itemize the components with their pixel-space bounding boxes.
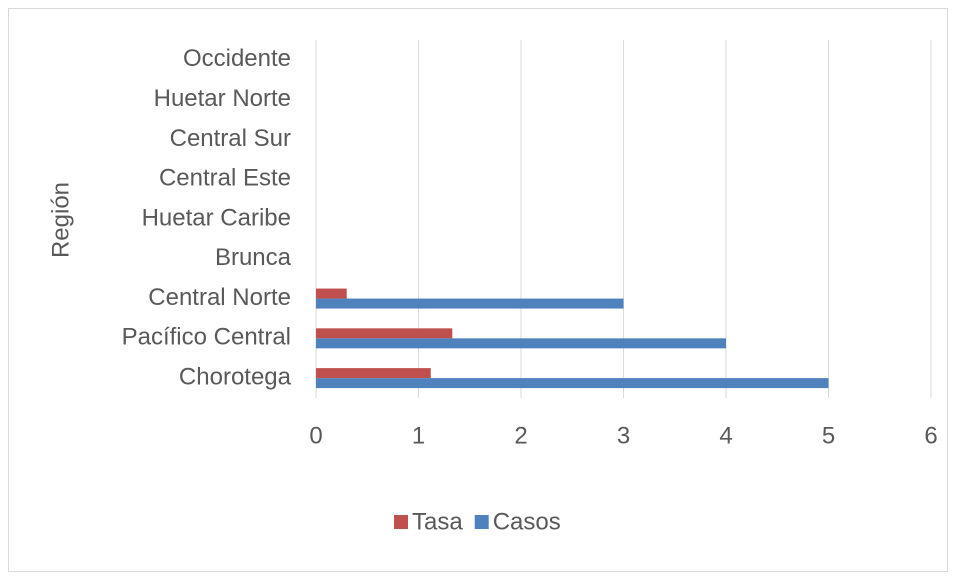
y-tick-label: Huetar Caribe	[142, 204, 291, 231]
bar	[316, 298, 624, 309]
y-tick-label: Occidente	[183, 45, 291, 72]
bar	[316, 368, 431, 379]
y-tick-label: Huetar Norte	[154, 85, 291, 112]
bar	[316, 288, 347, 299]
x-tick-label: 0	[309, 422, 322, 449]
y-tick-label: Central Norte	[148, 284, 291, 311]
x-tick-label: 4	[719, 422, 732, 449]
legend-label: Tasa	[412, 508, 463, 535]
y-tick-label: Central Este	[159, 165, 291, 192]
chart-border	[8, 8, 948, 572]
bar	[316, 338, 726, 349]
x-tick-label: 5	[822, 422, 835, 449]
bar	[316, 328, 453, 339]
bar	[316, 378, 829, 389]
legend-swatch	[394, 515, 408, 529]
x-tick-label: 3	[617, 422, 630, 449]
legend-label: Casos	[493, 508, 561, 535]
legend-swatch	[474, 515, 489, 529]
y-tick-label: Chorotega	[179, 363, 292, 390]
y-tick-label: Pacífico Central	[122, 324, 291, 351]
y-axis-title: Región	[47, 182, 74, 258]
x-tick-label: 1	[412, 422, 425, 449]
x-tick-label: 2	[514, 422, 527, 449]
y-tick-label: Brunca	[215, 244, 292, 271]
y-tick-label: Central Sur	[170, 125, 291, 152]
x-tick-label: 6	[924, 422, 937, 449]
